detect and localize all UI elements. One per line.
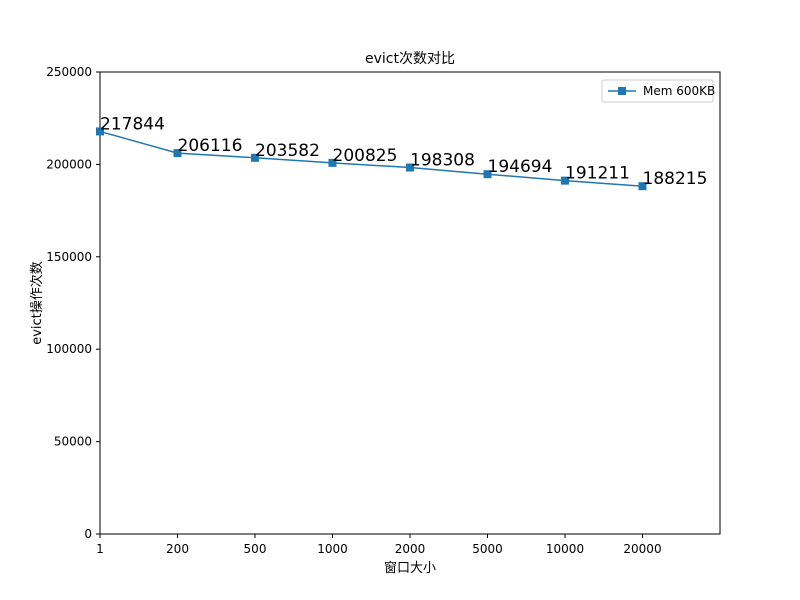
data-label: 203582 — [255, 141, 320, 161]
x-axis-ticks: 1 200 500 1000 2000 5000 10000 20000 — [96, 534, 662, 556]
data-point — [173, 149, 182, 158]
data-label: 206116 — [178, 136, 243, 156]
x-tick-label: 2000 — [395, 542, 426, 556]
y-tick-label: 250000 — [46, 65, 92, 79]
data-labels: 217844 206116 203582 200825 198308 194694 1912… — [100, 114, 707, 189]
y-tick-label: 200000 — [46, 157, 92, 171]
data-point — [251, 153, 259, 162]
x-tick-label: 5000 — [472, 542, 503, 556]
x-tick-label: 20000 — [623, 542, 661, 556]
data-label: 191211 — [565, 164, 630, 184]
series-layer — [96, 127, 647, 191]
legend-label: Mem 600KB — [643, 84, 715, 98]
y-tick-label: 0 — [84, 527, 92, 541]
legend-box — [601, 79, 714, 103]
data-label: 200825 — [333, 146, 398, 166]
data-point — [561, 176, 569, 185]
data-point — [483, 170, 492, 179]
data-label: 188215 — [643, 169, 708, 189]
x-tick-label: 10000 — [546, 542, 584, 556]
chart-title: evict次数对比 — [365, 51, 455, 67]
x-tick-label: 200 — [166, 542, 189, 556]
data-point — [96, 127, 104, 136]
data-label: 198308 — [410, 151, 475, 171]
series-line — [99, 130, 643, 187]
x-axis-title: 窗口大小 — [384, 560, 436, 576]
data-label: 217844 — [100, 114, 165, 134]
x-tick-label: 1 — [96, 542, 104, 556]
legend: Mem 600KB — [601, 79, 715, 103]
y-axis-title: evict操作次数 — [29, 261, 45, 345]
data-point — [328, 158, 337, 167]
data-point — [406, 163, 414, 172]
legend-marker — [618, 87, 626, 95]
y-tick-label: 50000 — [54, 435, 92, 449]
y-tick-label: 150000 — [46, 250, 92, 264]
y-tick-label: 100000 — [46, 342, 92, 356]
data-point — [638, 182, 647, 191]
data-label: 194694 — [488, 157, 553, 177]
x-tick-label: 500 — [244, 542, 267, 556]
y-axis-ticks: 0 50000 100000 150000 200000 250000 — [46, 65, 100, 541]
x-tick-label: 1000 — [317, 542, 348, 556]
